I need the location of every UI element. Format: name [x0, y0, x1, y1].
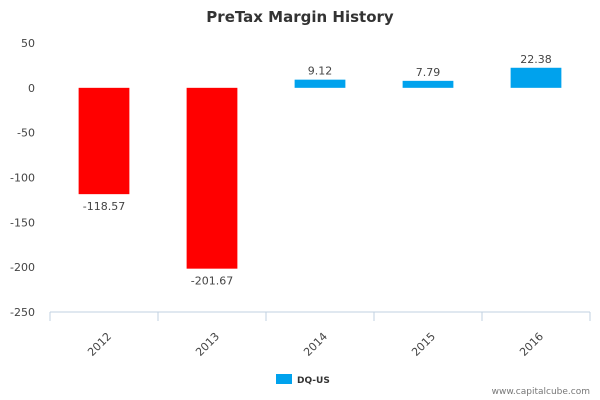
data-label: -118.57: [83, 200, 125, 213]
bar-2015[interactable]: [402, 80, 454, 88]
credit-text: www.capitalcube.com: [492, 387, 590, 397]
data-label: 22.38: [520, 53, 552, 66]
x-tick-label: 2012: [85, 330, 114, 359]
y-tick-label: -200: [10, 261, 35, 274]
x-tick-label: 2015: [409, 330, 438, 359]
bar-2014[interactable]: [294, 79, 346, 88]
legend-swatch: [276, 374, 292, 384]
y-tick-label: -150: [10, 216, 35, 229]
x-axis: 2012 2013 2014 2015 2016: [49, 311, 591, 359]
data-label: 9.12: [308, 65, 333, 78]
data-label: -201.67: [191, 275, 233, 288]
x-tick-label: 2014: [301, 330, 330, 359]
bars: [78, 67, 562, 269]
chart-title: PreTax Margin History: [206, 8, 394, 26]
bar-2012[interactable]: [78, 87, 130, 195]
bar-2016[interactable]: [510, 67, 562, 88]
y-tick-label: -250: [10, 306, 35, 319]
legend[interactable]: DQ-US: [276, 374, 330, 386]
data-label: 7.79: [416, 66, 441, 79]
y-axis: 50 0 -50 -100 -150 -200 -250: [10, 37, 35, 319]
legend-label: DQ-US: [297, 376, 330, 386]
x-tick-label: 2013: [193, 330, 222, 359]
y-tick-label: -50: [17, 127, 35, 140]
y-tick-label: 0: [28, 82, 35, 95]
y-tick-label: -100: [10, 172, 35, 185]
data-labels: -118.57 -201.67 9.12 7.79 22.38: [83, 53, 552, 288]
x-tick-label: 2016: [517, 330, 546, 359]
y-tick-label: 50: [21, 37, 35, 50]
bar-2013[interactable]: [186, 87, 238, 269]
